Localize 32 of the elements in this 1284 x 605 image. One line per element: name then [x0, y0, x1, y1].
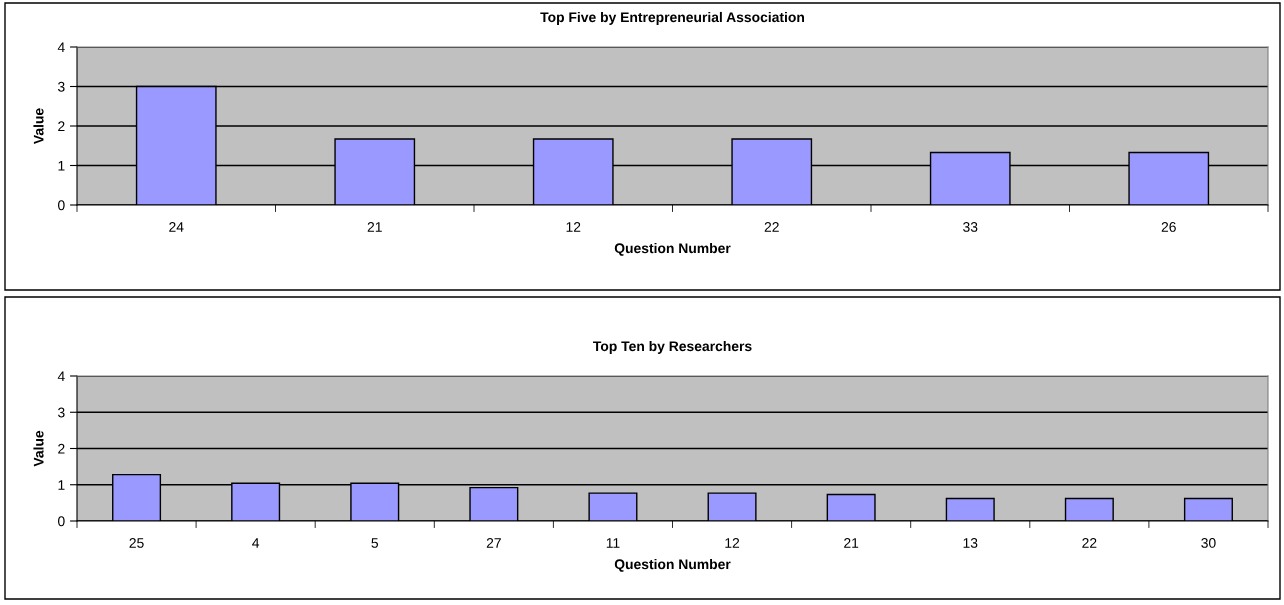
x-tick-label: 30	[1201, 538, 1216, 548]
chart-title: Top Five by Entrepreneurial Association	[540, 11, 805, 25]
y-axis-title: Value	[33, 430, 44, 467]
y-tick-label: 1	[58, 480, 65, 490]
y-tick-label: 2	[58, 121, 65, 132]
x-tick-label: 22	[1082, 538, 1097, 548]
y-tick-label: 2	[58, 443, 65, 454]
y-tick-label: 0	[58, 516, 65, 527]
chart-title: Top Ten by Researchers	[593, 340, 752, 354]
x-tick-label: 21	[844, 538, 859, 548]
x-tick-label: 21	[367, 222, 382, 232]
x-axis-title: Question Number	[614, 558, 731, 572]
y-tick-label: 4	[57, 42, 65, 53]
y-tick-label: 0	[58, 200, 65, 211]
y-tick-label: 3	[58, 407, 65, 418]
x-tick-label: 27	[486, 538, 501, 548]
x-axis-title: Question Number	[614, 242, 731, 256]
x-tick-label: 11	[606, 538, 620, 548]
x-tick-label: 12	[566, 222, 581, 232]
y-tick-label: 3	[58, 81, 65, 92]
x-tick-label: 26	[1161, 222, 1176, 232]
x-tick-label: 12	[725, 538, 740, 548]
y-tick-label: 4	[57, 371, 65, 382]
y-axis-title: Value	[33, 108, 44, 145]
x-tick-label: 25	[129, 538, 144, 548]
x-tick-label: 4	[252, 538, 260, 548]
x-tick-label: 33	[963, 222, 978, 232]
y-tick-label: 1	[58, 160, 65, 171]
x-tick-label: 24	[169, 222, 184, 232]
x-tick-label: 5	[371, 538, 379, 548]
x-tick-label: 22	[764, 222, 779, 232]
x-tick-label: 13	[963, 538, 978, 548]
